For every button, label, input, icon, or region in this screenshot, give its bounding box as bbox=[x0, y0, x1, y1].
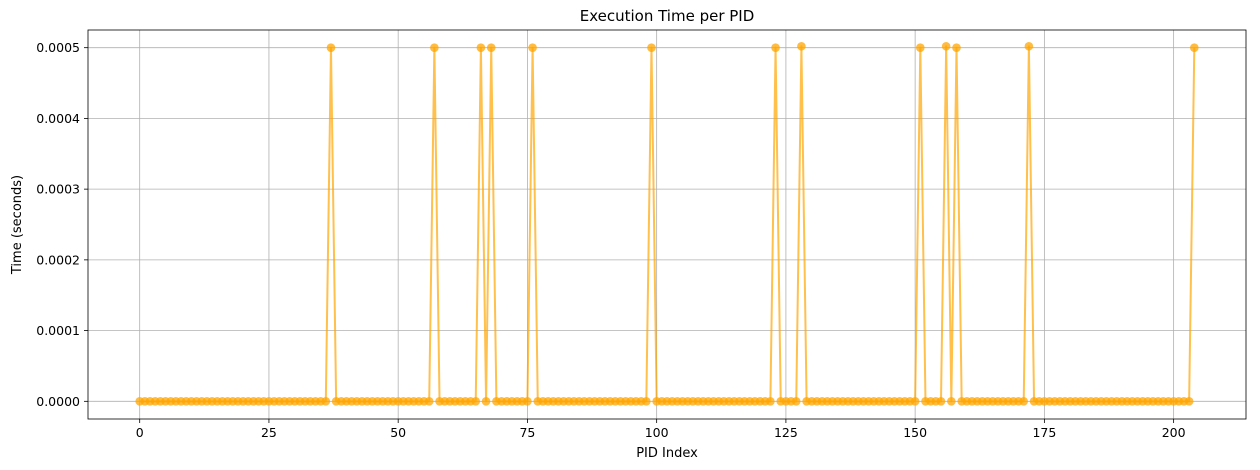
plot-frame bbox=[87, 29, 1247, 420]
y-axis-title: Time (seconds) bbox=[10, 175, 25, 275]
x-tick-label: 125 bbox=[774, 425, 798, 440]
data-point bbox=[771, 43, 780, 52]
data-point bbox=[647, 43, 656, 52]
data-point bbox=[321, 397, 331, 406]
axes bbox=[84, 29, 1247, 423]
x-tick-label: 150 bbox=[903, 425, 927, 440]
tick-labels: 0 25 50 75 100 125 150 175 200 0.0000 0.0001 0.0002… bbox=[36, 40, 1185, 440]
y-tick-label: 0.0001 bbox=[36, 323, 80, 338]
data-point bbox=[1190, 43, 1199, 52]
data-point bbox=[952, 43, 961, 52]
data-point bbox=[642, 397, 651, 406]
data-point bbox=[797, 41, 806, 51]
series-line bbox=[139, 45, 1196, 403]
data-point bbox=[471, 397, 481, 406]
x-tick-label: 75 bbox=[519, 425, 535, 440]
data-point bbox=[476, 43, 486, 52]
chart-title: Execution Time per PID bbox=[580, 7, 755, 25]
data-point bbox=[947, 397, 956, 406]
x-tick-label: 100 bbox=[645, 425, 669, 440]
x-tick-label: 200 bbox=[1162, 425, 1186, 440]
data-point bbox=[1184, 397, 1194, 406]
y-tick-label: 0.0005 bbox=[36, 40, 80, 55]
data-point bbox=[481, 397, 491, 406]
y-tick-label: 0.0004 bbox=[36, 111, 80, 126]
data-point bbox=[486, 43, 496, 52]
data-point bbox=[528, 43, 537, 52]
data-point bbox=[941, 41, 951, 51]
data-point bbox=[430, 43, 439, 52]
y-tick-label: 0.0003 bbox=[36, 182, 80, 197]
data-point bbox=[1019, 397, 1029, 406]
data-point bbox=[766, 397, 775, 406]
x-tick-label: 25 bbox=[261, 425, 277, 440]
x-axis-title: PID Index bbox=[636, 446, 698, 461]
y-tick-label: 0.0002 bbox=[36, 252, 80, 267]
y-tick-label: 0.0000 bbox=[36, 394, 80, 409]
data-point bbox=[424, 397, 434, 406]
data-point bbox=[910, 397, 920, 406]
data-point bbox=[523, 397, 532, 406]
data-point bbox=[791, 397, 801, 406]
x-tick-label: 0 bbox=[136, 425, 144, 440]
series-layer bbox=[135, 41, 1199, 406]
data-point bbox=[916, 43, 925, 52]
data-point bbox=[936, 397, 946, 406]
x-tick-label: 175 bbox=[1032, 425, 1056, 440]
grid-lines bbox=[88, 30, 1246, 419]
data-point bbox=[326, 43, 336, 52]
data-point bbox=[1024, 41, 1034, 51]
x-tick-label: 50 bbox=[390, 425, 406, 440]
